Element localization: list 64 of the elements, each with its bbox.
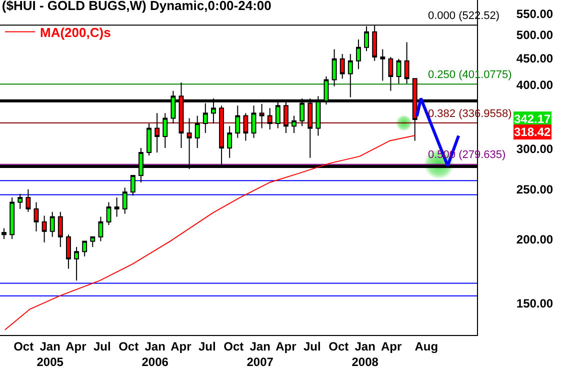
- text: 318.42: [514, 125, 552, 139]
- x-tick-label: Jul: [303, 339, 321, 354]
- candlestick: [380, 48, 386, 82]
- candlestick: [162, 112, 168, 148]
- x-tick-label: Apr: [66, 339, 87, 354]
- chart-title: ($HUI - GOLD BUGS,W) Dynamic,0:00-24:00: [2, 0, 272, 14]
- candlestick: [332, 48, 337, 87]
- candlestick: [66, 234, 71, 270]
- candlestick: [396, 58, 402, 84]
- x-tick-label: Oct: [14, 339, 34, 354]
- x-tick-label: Oct: [118, 339, 139, 354]
- candlestick: [348, 54, 353, 98]
- candlestick: [26, 188, 31, 212]
- candlestick: [146, 123, 152, 156]
- candlestick: [194, 115, 200, 148]
- candlestick: [251, 105, 256, 138]
- candlestick: [388, 56, 394, 92]
- line-series: [415, 96, 460, 168]
- x-tick-label: Jul: [198, 339, 216, 354]
- candlestick: [292, 115, 296, 134]
- x-tick-label: Oct: [328, 339, 349, 354]
- candlestick: [90, 236, 96, 248]
- candlestick: [340, 54, 345, 80]
- y-tick-label: 550.00: [516, 6, 554, 21]
- y-tick-label: 450.00: [516, 52, 554, 66]
- candlestick: [114, 197, 120, 218]
- candlestick: [267, 108, 272, 130]
- y-tick-label: 250.00: [516, 182, 554, 197]
- candlestick: [2, 228, 6, 240]
- text: 342.17: [514, 112, 552, 126]
- candlestick: [98, 216, 104, 242]
- x-tick-label: Aug: [414, 339, 438, 354]
- y-tick-label: 500.00: [516, 28, 554, 42]
- x-tick-label: Jan 2007: [246, 339, 274, 369]
- x-tick-label: Apr: [170, 339, 192, 354]
- candlestick: [58, 211, 63, 248]
- candlestick: [34, 202, 39, 232]
- candlestick: [106, 202, 112, 226]
- y-tick-label: 300.00: [516, 142, 554, 156]
- candlestick: [122, 187, 128, 214]
- candlestick: [154, 112, 160, 153]
- x-tick-label: Jul: [93, 339, 111, 354]
- candlestick: [356, 38, 361, 70]
- candlestick: [10, 197, 15, 240]
- x-tick-label: Apr: [276, 339, 297, 354]
- candlestick: [18, 193, 23, 210]
- candlestick: [404, 42, 410, 84]
- candlestick: [82, 240, 88, 257]
- x-tick-label: Jan 2006: [142, 339, 169, 369]
- x-tick-label: Jan 2005: [36, 339, 64, 369]
- y-tick-label: 200.00: [516, 232, 554, 246]
- x-tick-label: Jan 2008: [352, 339, 379, 369]
- y-tick-label: 150.00: [516, 296, 554, 310]
- x-tick-label: Oct: [224, 339, 244, 354]
- candlestick: [227, 126, 232, 158]
- candlestick: [50, 211, 55, 238]
- candlestick: [130, 175, 136, 196]
- x-tick-label: Apr: [380, 339, 402, 354]
- candlestick: [42, 215, 47, 243]
- candlestick: [243, 112, 248, 142]
- candlestick: [235, 105, 240, 138]
- y-tick-label: 400.00: [516, 78, 554, 92]
- candlestick: [74, 246, 79, 282]
- legend-label: MA(200,C)s: [40, 24, 111, 40]
